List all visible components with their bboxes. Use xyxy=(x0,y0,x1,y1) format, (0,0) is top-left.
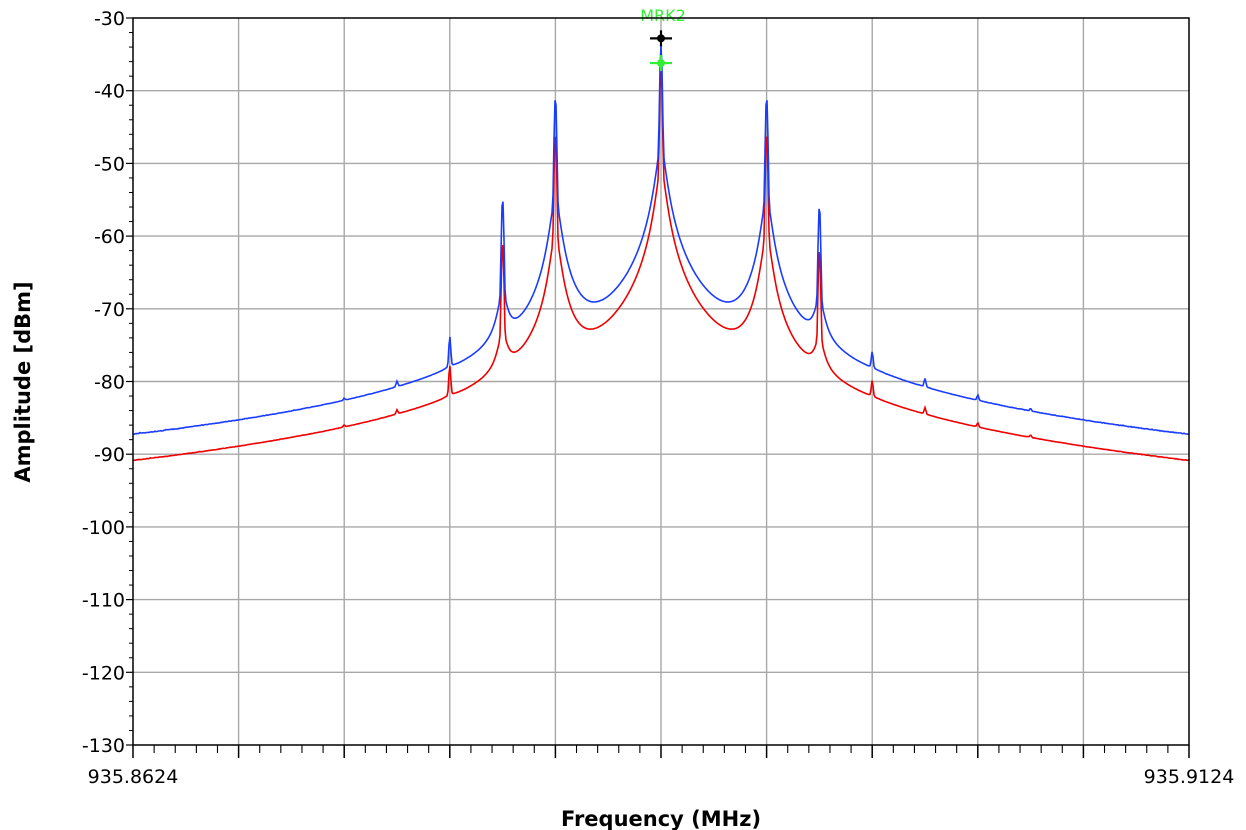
y-tick-label: -110 xyxy=(82,590,125,612)
x-axis-title: Frequency (MHz) xyxy=(561,807,761,830)
y-tick-label: -100 xyxy=(82,517,125,539)
x-tick-label: 935.9124 xyxy=(1144,766,1235,788)
y-tick-label: -120 xyxy=(82,662,125,684)
y-tick-label: -70 xyxy=(94,299,125,321)
y-tick-label: -90 xyxy=(94,444,125,466)
y-axis-title: Amplitude [dBm] xyxy=(11,281,35,482)
y-tick-label: -40 xyxy=(94,81,125,103)
grid-lines xyxy=(133,18,1189,745)
y-tick-label: -30 xyxy=(94,8,125,30)
markers: MRK2 xyxy=(640,6,686,72)
y-tick-label: -80 xyxy=(94,372,125,394)
y-tick-label: -60 xyxy=(94,226,125,248)
y-axis: -30 -40 -50 -60 -70 -80 -90 -100 -110 -120 -130 xyxy=(82,8,133,757)
marker-2 xyxy=(650,55,672,72)
x-axis: 935.8624 935.9124 xyxy=(88,745,1235,788)
marker-label: MRK2 xyxy=(640,6,686,25)
x-tick-label: 935.8624 xyxy=(88,766,179,788)
marker-1 xyxy=(650,30,672,47)
y-tick-label: -130 xyxy=(82,735,125,757)
y-tick-label: -50 xyxy=(94,153,125,175)
